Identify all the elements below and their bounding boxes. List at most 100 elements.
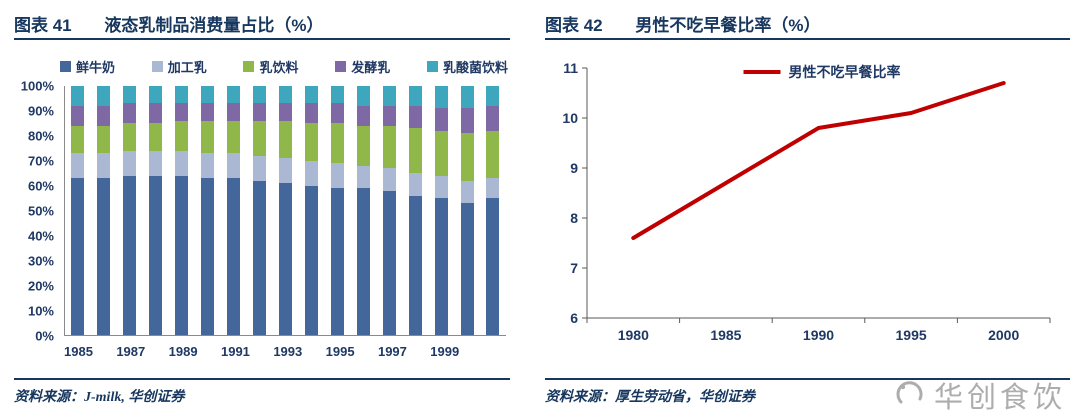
stacked-bar	[71, 86, 85, 335]
bar-segment	[97, 178, 111, 335]
bar-segment	[149, 86, 163, 104]
legend-label: 加工乳	[167, 59, 207, 75]
bar-segment	[175, 120, 189, 151]
chart-41-source: 资料来源：J-milk, 华创证券	[14, 378, 510, 406]
bar-segment	[330, 188, 344, 335]
y-tick-label: 20%	[27, 278, 54, 294]
bar-segment	[486, 86, 500, 106]
bar-segment	[97, 105, 111, 126]
bar-segment	[382, 105, 396, 126]
y-tick-label: 0%	[35, 328, 54, 344]
legend-label: 鲜牛奶	[76, 59, 116, 75]
bar-segment	[434, 108, 448, 131]
legend-item: 发酵乳	[335, 57, 390, 76]
y-tick-label: 9	[570, 160, 578, 176]
chart-42-title: 男性不吃早餐比率（%）	[635, 16, 821, 35]
legend-item: 加工乳	[151, 57, 207, 76]
stacked-bar	[227, 86, 241, 335]
bar-slot	[169, 86, 195, 335]
bar-segment	[382, 125, 396, 169]
x-tick-label: 1999	[430, 344, 460, 359]
bar-segment	[460, 108, 474, 134]
bar-segment	[278, 158, 292, 184]
bar-segment	[460, 203, 474, 335]
bar-segment	[201, 86, 215, 104]
bar-segment	[408, 105, 422, 129]
stacked-bar	[486, 86, 500, 335]
bar-segment	[408, 195, 422, 335]
bar-segment	[253, 103, 267, 121]
bar-segment	[201, 120, 215, 154]
legend-swatch	[151, 60, 163, 72]
legend-label: 乳酸菌饮料	[442, 59, 508, 75]
bar-segment	[201, 103, 215, 121]
y-tick-label: 80%	[27, 128, 54, 144]
panel-chart-41: 图表 41 液态乳制品消费量占比（%） 鲜牛奶 加工乳 乳饮料 发酵乳 乳酸菌饮料 0%…	[14, 8, 510, 410]
x-tick-label	[355, 340, 378, 362]
stacked-bar	[97, 86, 111, 335]
y-tick-label: 40%	[27, 228, 54, 244]
bar-slot	[247, 86, 273, 335]
bar-segment	[460, 133, 474, 181]
bar-segment	[408, 128, 422, 174]
bar-slot	[324, 86, 350, 335]
bar-slot	[298, 86, 324, 335]
bar-segment	[304, 160, 318, 186]
x-tick-label	[145, 340, 168, 362]
x-tick-label: 1993	[273, 344, 303, 359]
bar-segment	[175, 103, 189, 121]
bar-slot	[454, 86, 480, 335]
stacked-bar-x-axis: 1985 1987 1989 1991 1993 1995 1997 1999	[64, 340, 506, 362]
bar-segment	[356, 125, 370, 166]
bar-slot	[480, 86, 506, 335]
bar-segment	[97, 153, 111, 179]
bar-segment	[227, 178, 241, 335]
stacked-bar	[330, 86, 344, 335]
bar-segment	[382, 86, 396, 106]
bar-segment	[227, 103, 241, 121]
stacked-bar	[382, 86, 396, 335]
legend-item: 乳饮料	[243, 57, 298, 76]
bar-segment	[97, 125, 111, 154]
bar-segment	[123, 86, 137, 104]
line-chart-svg: 6 7 8 9 10 11 1980 1985 1990 1995 2000 男性不吃早餐比率	[562, 60, 1051, 343]
bar-segment	[175, 86, 189, 104]
chart-41-caption: 图表 41 液态乳制品消费量占比（%）	[14, 8, 510, 40]
bar-segment	[253, 180, 267, 335]
x-tick-label: 1980	[618, 327, 649, 343]
chart-42-source-text: 资料来源：厚生劳动省，华创证券	[545, 390, 755, 405]
bar-slot	[221, 86, 247, 335]
legend-label: 男性不吃早餐比率	[789, 64, 901, 80]
line-chart: 6 7 8 9 10 11 1980 1985 1990 1995 2000 男性不吃早餐比率	[545, 52, 1070, 362]
x-tick-label: 1985	[64, 344, 93, 359]
bar-segment	[253, 120, 267, 156]
bar-segment	[227, 120, 241, 154]
stacked-bar	[149, 86, 163, 335]
bar-segment	[486, 130, 500, 179]
y-tick-label: 50%	[27, 203, 54, 219]
x-tick-label: 1995	[325, 344, 355, 359]
bar-segment	[175, 175, 189, 335]
bar-segment	[123, 103, 137, 124]
bar-segment	[356, 105, 370, 126]
panel-chart-42: 图表 42 男性不吃早餐比率（%） 6 7 8 9 10 11 1980 1985 1990 19…	[545, 8, 1070, 410]
bar-segment	[227, 86, 241, 104]
bar-segment	[434, 86, 448, 109]
y-tick-label: 90%	[27, 103, 54, 119]
chart-41-caption-label: 图表 41	[14, 16, 72, 35]
bar-segment	[253, 155, 267, 181]
bar-segment	[304, 185, 318, 335]
bar-slot	[65, 86, 91, 335]
legend-item: 乳酸菌饮料	[426, 57, 508, 76]
bar-segment	[278, 86, 292, 104]
x-tick-label: 1989	[168, 344, 198, 359]
x-tick-label: 1995	[896, 327, 927, 343]
legend-swatch	[335, 60, 347, 72]
bar-segment	[123, 123, 137, 151]
bar-segment	[486, 198, 500, 335]
chart-42-caption: 图表 42 男性不吃早餐比率（%）	[545, 8, 1070, 40]
x-tick-label: 1991	[220, 344, 250, 359]
x-tick-label	[407, 340, 430, 362]
bar-segment	[71, 105, 85, 126]
bar-segment	[460, 86, 474, 109]
